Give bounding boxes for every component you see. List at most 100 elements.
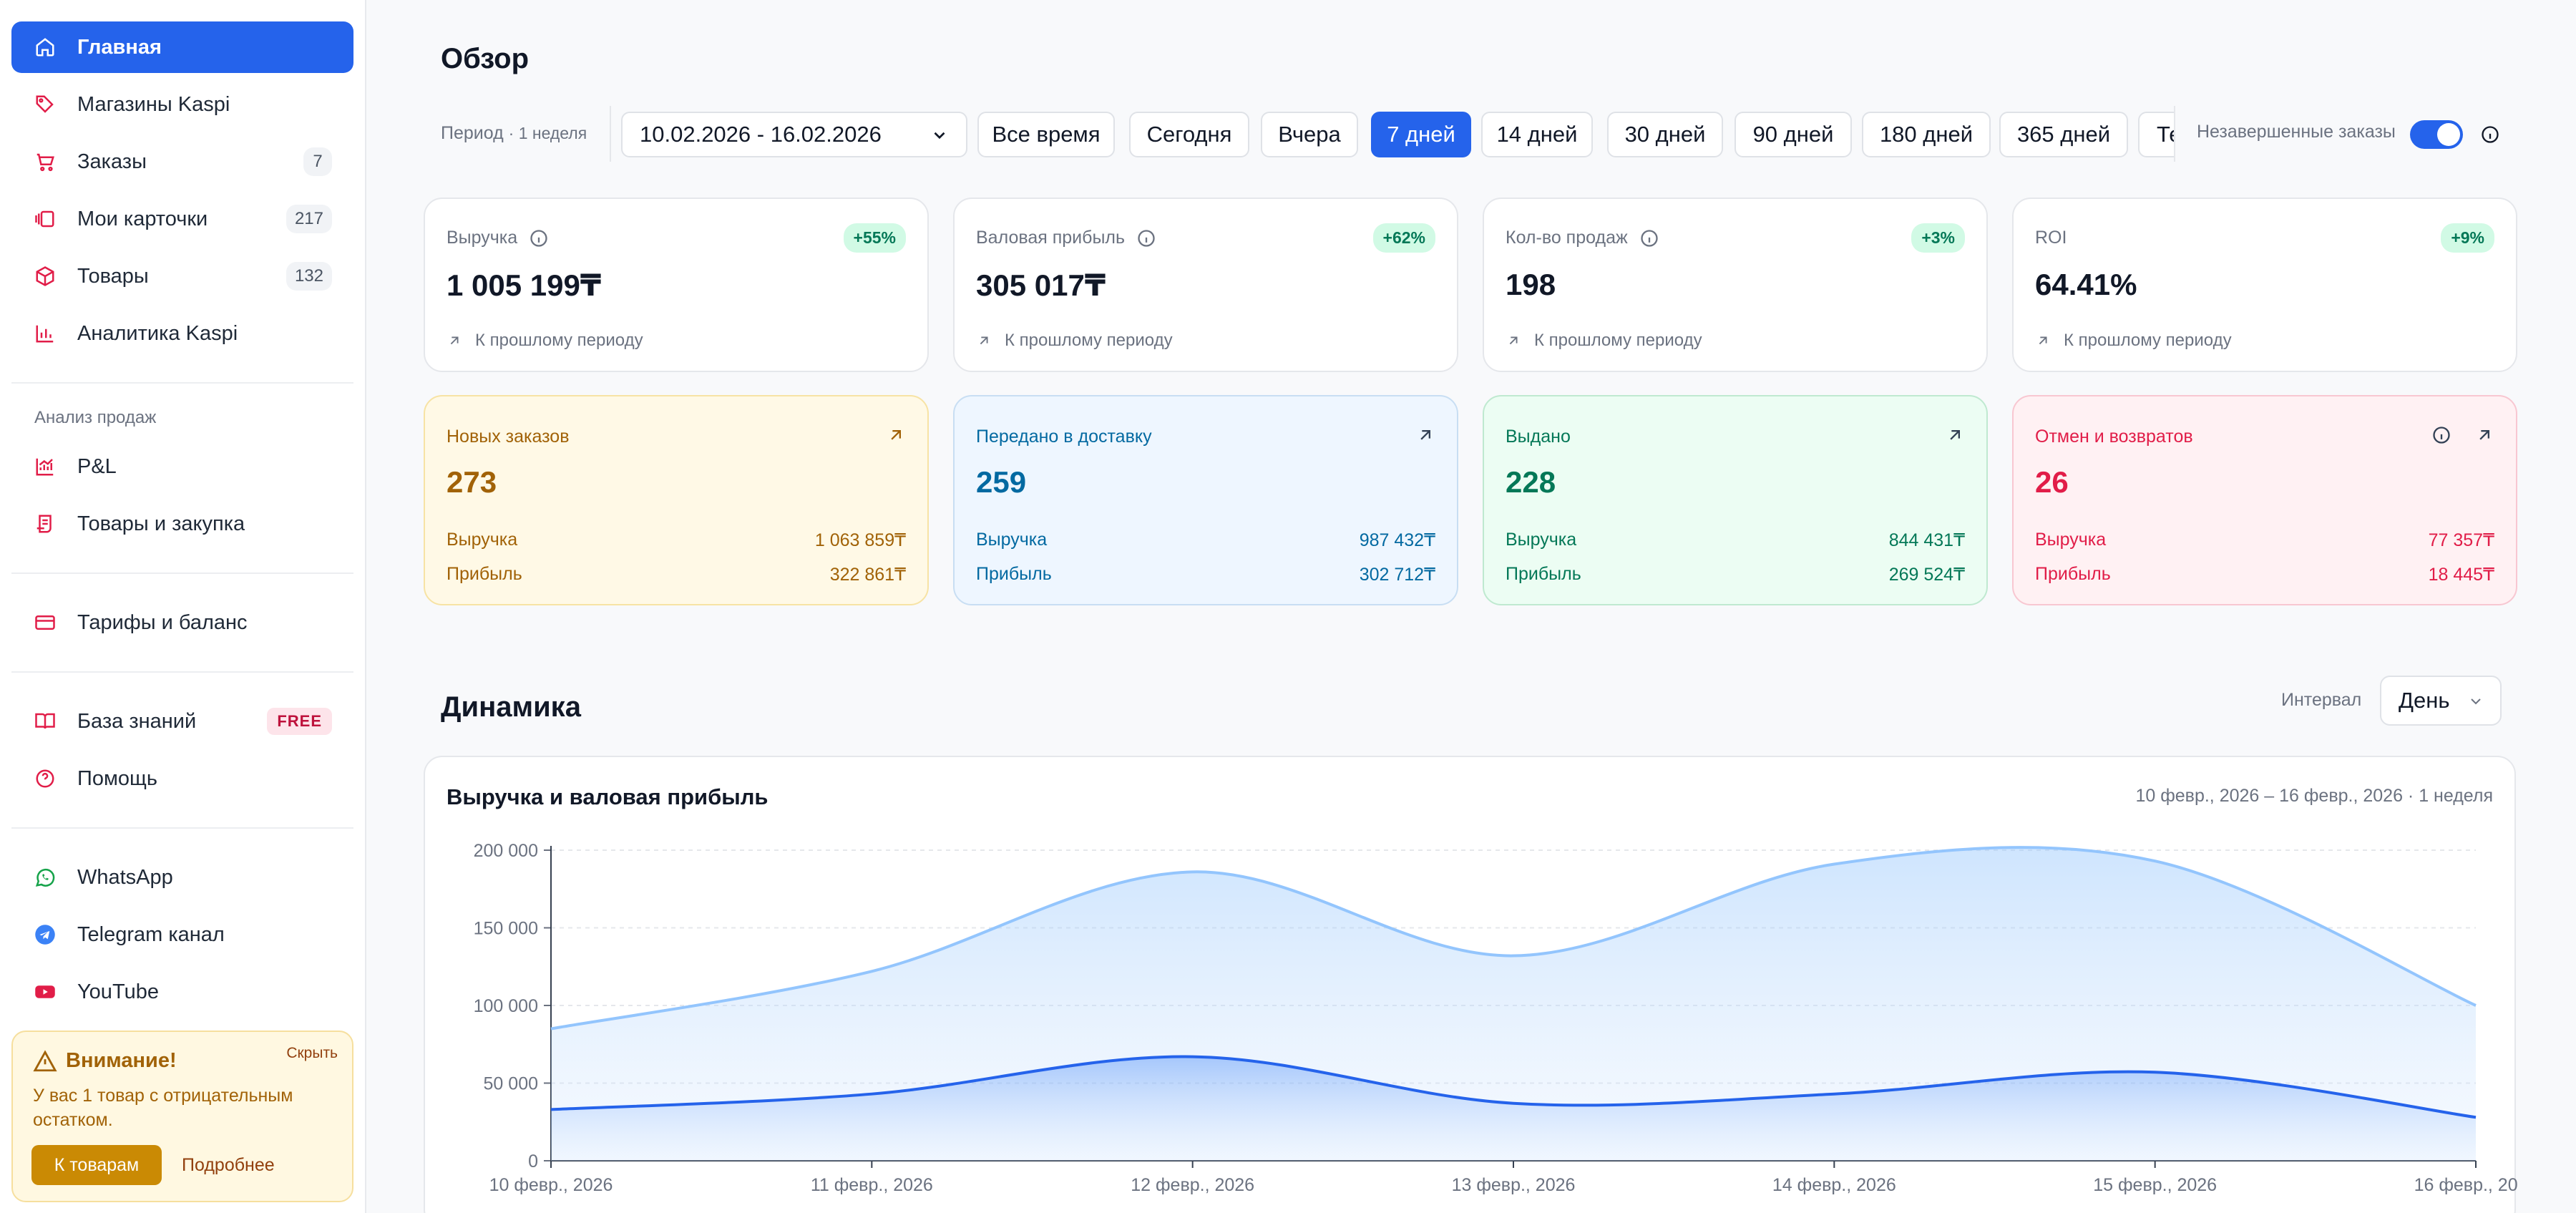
- nav-item-products-purchase[interactable]: Товары и закупка: [11, 498, 353, 550]
- alert-hide-link[interactable]: Скрыть: [286, 1045, 338, 1061]
- count-badge: 217: [286, 205, 332, 233]
- status-title: Выдано: [1506, 427, 1571, 447]
- chart-date-range: 10 февр., 2026 – 16 февр., 2026 · 1 неде…: [2135, 786, 2493, 806]
- info-icon[interactable]: [2480, 125, 2500, 145]
- negative-stock-alert: Внимание! Скрыть У вас 1 товар с отрицат…: [11, 1031, 353, 1202]
- kpi-title: ROI: [2035, 228, 2067, 248]
- info-icon[interactable]: [1136, 228, 1156, 248]
- profit-value: 302 712₸: [1359, 565, 1435, 585]
- nav-item-help[interactable]: Помощь: [11, 753, 353, 804]
- period-180-days-button[interactable]: 180 дней: [1862, 112, 1991, 157]
- nav-label: YouTube: [77, 980, 159, 1003]
- revenue-value: 987 432₸: [1359, 530, 1435, 550]
- kpi-title-text: Валовая прибыль: [976, 228, 1126, 248]
- period-yesterday-button[interactable]: Вчера: [1261, 112, 1358, 157]
- chart-canvas: 200 000 150 000 100 000 50 000 0 10 февр., 20…: [474, 841, 2517, 1195]
- arrow-up-right-icon[interactable]: [1415, 425, 1435, 445]
- kpi-value: 64.41%: [2035, 268, 2137, 301]
- nav-item-pnl[interactable]: P&L: [11, 441, 353, 492]
- unfinished-orders-toggle[interactable]: [2410, 120, 2463, 149]
- arrow-up-right-icon: [450, 336, 459, 345]
- interval-select[interactable]: День: [2380, 676, 2502, 726]
- x-tick-label: 10 февр., 2026: [489, 1175, 613, 1195]
- kpi-card-revenue: Выручка +55% 1 005 199₸ К прошлому перио…: [424, 198, 929, 372]
- period-all-time-button[interactable]: Все время: [977, 112, 1115, 157]
- info-icon[interactable]: [2431, 425, 2451, 445]
- nav-item-billing[interactable]: Тарифы и баланс: [11, 597, 353, 648]
- chevron-down-icon: [934, 132, 945, 140]
- info-icon[interactable]: [1639, 228, 1659, 248]
- arrow-up-right-icon[interactable]: [2474, 425, 2494, 445]
- period-label: Период · 1 неделя: [441, 123, 587, 144]
- profit-value: 322 861₸: [829, 565, 906, 585]
- divider: [11, 827, 353, 829]
- nav-item-products[interactable]: Товары 132: [11, 250, 353, 302]
- divider: [610, 106, 611, 162]
- kpi-value: 305 017₸: [976, 268, 1106, 302]
- toggle-knob: [2437, 123, 2460, 146]
- whatsapp-icon: [33, 865, 57, 890]
- trend-chart-icon: [33, 454, 57, 479]
- series-line: [550, 846, 2477, 1031]
- y-tick-label: 100 000: [474, 996, 538, 1016]
- nav-label: Главная: [77, 35, 162, 59]
- kpi-value: 1 005 199₸: [447, 268, 602, 302]
- free-badge: FREE: [267, 708, 332, 735]
- arrow-up-right-icon[interactable]: [1945, 425, 1965, 445]
- nav-label: Магазины Kaspi: [77, 92, 230, 116]
- divider: [2174, 106, 2175, 162]
- nav-label: Заказы: [77, 150, 147, 173]
- nav-label: Товары и закупка: [77, 512, 245, 535]
- period-14-days-button[interactable]: 14 дней: [1481, 112, 1593, 157]
- y-tick-label: 0: [528, 1151, 538, 1171]
- more-link[interactable]: Подробнее: [182, 1155, 275, 1175]
- y-tick-label: 50 000: [484, 1074, 538, 1094]
- info-icon[interactable]: [529, 228, 549, 248]
- period-90-days-button[interactable]: 90 дней: [1735, 112, 1852, 157]
- nav-item-orders[interactable]: Заказы 7: [11, 136, 353, 187]
- period-today-button[interactable]: Сегодня: [1129, 112, 1249, 157]
- nav-item-youtube[interactable]: YouTube: [11, 966, 353, 1018]
- nav-item-kaspi-shops[interactable]: Магазины Kaspi: [11, 79, 353, 130]
- nav-item-knowledge-base[interactable]: База знаний FREE: [11, 696, 353, 747]
- date-range-select[interactable]: 10.02.2026 - 16.02.2026: [621, 112, 967, 157]
- kpi-change-badge: +55%: [843, 223, 906, 253]
- period-label-text: Период: [441, 123, 504, 143]
- kpi-title-text: Выручка: [447, 228, 518, 248]
- period-7-days-button[interactable]: 7 дней: [1371, 112, 1471, 157]
- arrow-up-right-icon: [980, 336, 988, 345]
- kpi-title: Кол-во продаж: [1506, 228, 1659, 248]
- nav-label: Мои карточки: [77, 207, 208, 230]
- nav-item-whatsapp[interactable]: WhatsApp: [11, 852, 353, 903]
- nav-label: WhatsApp: [77, 865, 173, 889]
- profit-label: Прибыль: [976, 564, 1052, 584]
- period-365-days-button[interactable]: 365 дней: [1999, 112, 2128, 157]
- period-30-days-button[interactable]: 30 дней: [1607, 112, 1723, 157]
- status-title: Отмен и возвратов: [2035, 427, 2193, 447]
- to-products-button[interactable]: К товарам: [31, 1145, 162, 1185]
- revenue-label: Выручка: [2035, 530, 2107, 550]
- nav-item-my-cards[interactable]: Мои карточки 217: [11, 193, 353, 245]
- youtube-icon: [33, 980, 57, 1004]
- x-tick-label: 13 февр., 2026: [1452, 1175, 1576, 1195]
- status-card-delivery[interactable]: Передано в доставку 259 Выручка 987 432₸…: [953, 395, 1458, 605]
- nav-item-telegram[interactable]: Telegram канал: [11, 909, 353, 960]
- x-tick-label: 11 февр., 2026: [811, 1175, 933, 1195]
- chevron-down-icon: [2471, 698, 2481, 705]
- telegram-icon: [33, 922, 57, 947]
- nav-item-home[interactable]: Главная: [11, 21, 353, 73]
- nav-item-kaspi-analytics[interactable]: Аналитика Kaspi: [11, 308, 353, 359]
- kpi-change-badge: +9%: [2441, 223, 2494, 253]
- status-card-cancellations[interactable]: Отмен и возвратов 26 Выручка 77 357₸ При…: [2012, 395, 2517, 605]
- dynamics-title: Динамика: [441, 691, 581, 723]
- status-card-issued[interactable]: Выдано 228 Выручка 844 431₸ Прибыль 269 …: [1483, 395, 1988, 605]
- arrow-up-right-icon[interactable]: [886, 425, 906, 445]
- book-icon: [33, 709, 57, 734]
- kpi-compare: К прошлому периоду: [976, 331, 1173, 351]
- home-icon: [33, 35, 57, 59]
- kpi-compare-text: К прошлому периоду: [475, 331, 643, 350]
- kpi-value: 198: [1506, 268, 1556, 301]
- status-card-new-orders[interactable]: Новых заказов 273 Выручка 1 063 859₸ При…: [424, 395, 929, 605]
- scroll-icon: [33, 512, 57, 536]
- unfinished-orders-label: Незавершенные заказы: [2197, 122, 2396, 142]
